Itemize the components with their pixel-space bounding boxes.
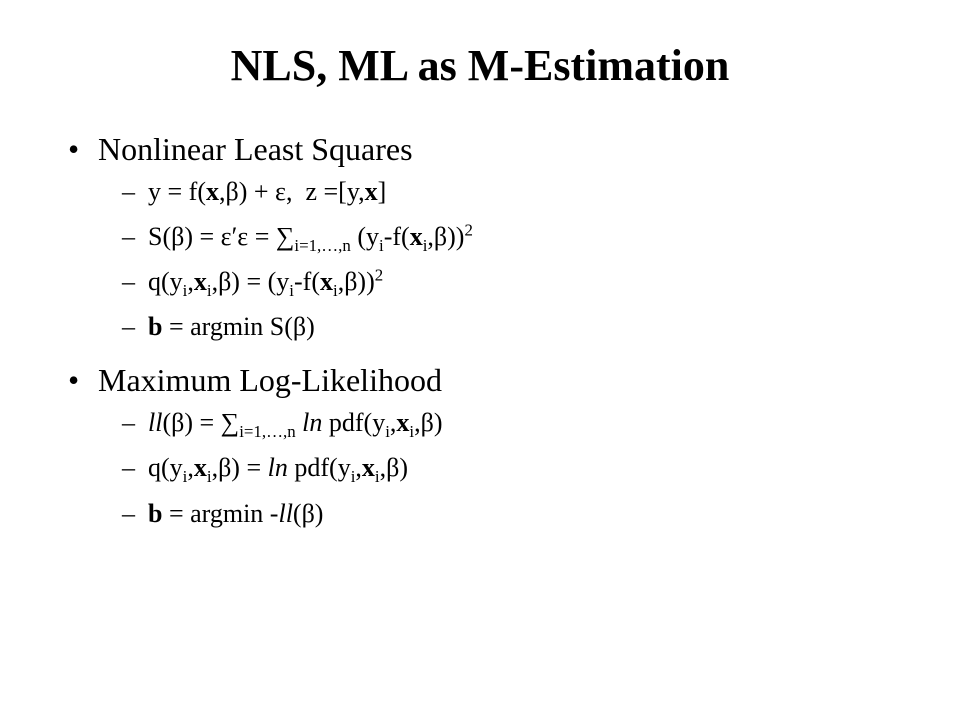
- ml-eq-q: q(yi,xi,β) = ln pdf(yi,xi,β): [98, 450, 900, 485]
- sub-list-ml: ll(β) = ∑i=1,…,n ln pdf(yi,xi,β) q(yi,xi…: [98, 405, 900, 530]
- bullet-ml-label: Maximum Log-Likelihood: [98, 362, 442, 398]
- nls-eq-q: q(yi,xi,β) = (yi-f(xi,β))2: [98, 264, 900, 299]
- nls-eq-model: y = f(x,β) + ε, z =[y,x]: [98, 174, 900, 209]
- bullet-ml: Maximum Log-Likelihood ll(β) = ∑i=1,…,n …: [60, 362, 900, 530]
- nls-eq-b: b = argmin S(β): [98, 309, 900, 344]
- slide: NLS, ML as M-Estimation Nonlinear Least …: [0, 0, 960, 720]
- bullet-nls-label: Nonlinear Least Squares: [98, 131, 413, 167]
- sub-list-nls: y = f(x,β) + ε, z =[y,x] S(β) = ε′ε = ∑i…: [98, 174, 900, 344]
- ml-eq-b: b = argmin -ll(β): [98, 496, 900, 531]
- nls-eq-s: S(β) = ε′ε = ∑i=1,…,n (yi-f(xi,β))2: [98, 219, 900, 254]
- bullet-nls: Nonlinear Least Squares y = f(x,β) + ε, …: [60, 131, 900, 344]
- slide-title: NLS, ML as M-Estimation: [60, 40, 900, 91]
- bullet-list: Nonlinear Least Squares y = f(x,β) + ε, …: [60, 131, 900, 531]
- ml-eq-ll: ll(β) = ∑i=1,…,n ln pdf(yi,xi,β): [98, 405, 900, 440]
